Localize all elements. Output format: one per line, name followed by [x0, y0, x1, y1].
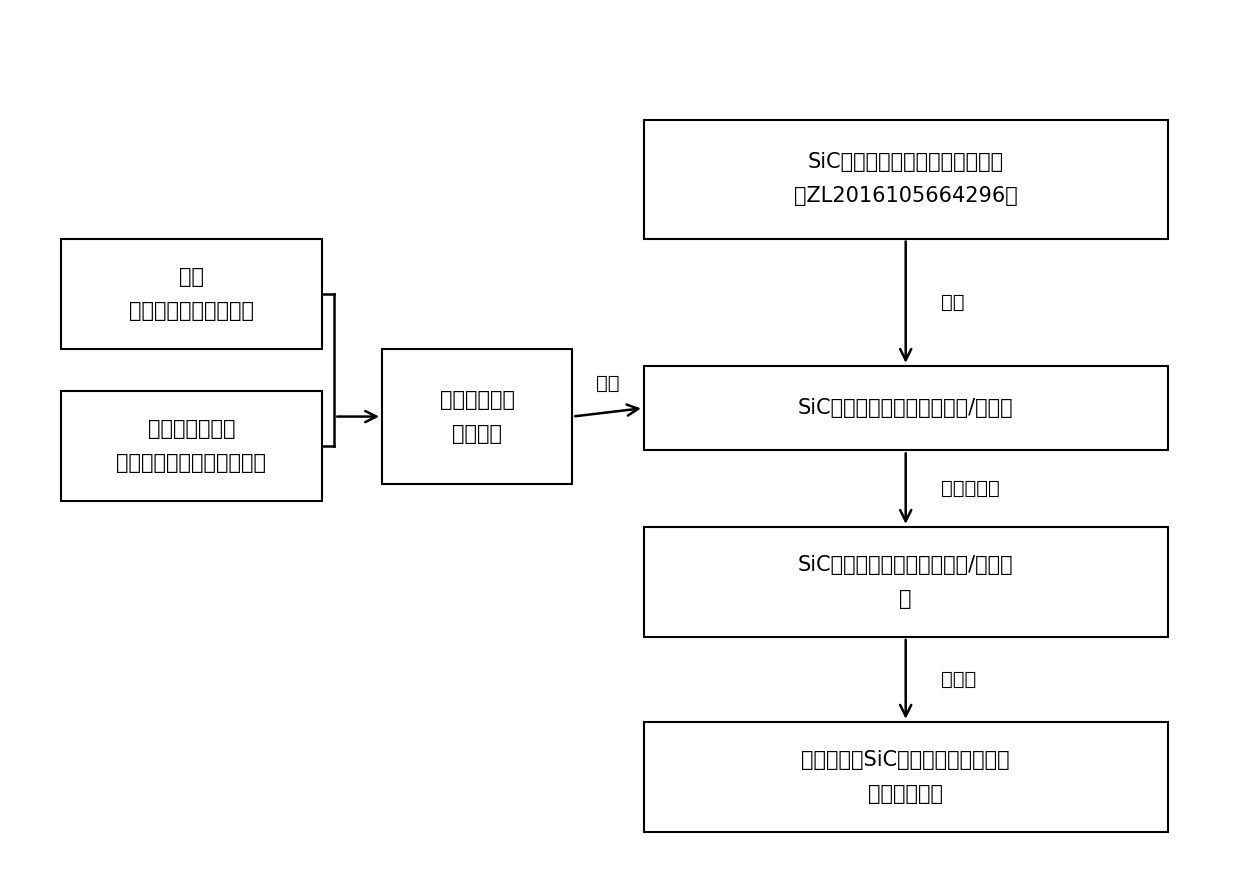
Text: 配置预定量的: 配置预定量的	[440, 390, 515, 409]
FancyBboxPatch shape	[644, 120, 1168, 239]
Text: 糖类: 糖类	[179, 267, 203, 286]
FancyBboxPatch shape	[644, 526, 1168, 637]
Text: 糖类可溶性液体: 糖类可溶性液体	[148, 419, 236, 439]
FancyBboxPatch shape	[61, 239, 322, 349]
Text: 分散: 分散	[596, 374, 620, 392]
FancyBboxPatch shape	[382, 349, 573, 484]
Text: 热处理: 热处理	[941, 670, 977, 689]
Text: SiC纳米线连续三维网络结构/糖的泡: SiC纳米线连续三维网络结构/糖的泡	[797, 555, 1013, 574]
Text: 碳源溶液: 碳源溶液	[453, 424, 502, 443]
Text: （单糖、二糖或多糖）: （单糖、二糖或多糖）	[129, 301, 254, 320]
FancyBboxPatch shape	[61, 391, 322, 501]
Text: 剪裁、叠块: 剪裁、叠块	[941, 479, 1001, 498]
Text: SiC纳米线连续三维网络结构/糖的纸: SiC纳米线连续三维网络结构/糖的纸	[797, 398, 1013, 418]
FancyBboxPatch shape	[644, 366, 1168, 450]
FancyBboxPatch shape	[644, 722, 1168, 831]
Text: （蒸馏水、二甲基甲酰胺）: （蒸馏水、二甲基甲酰胺）	[117, 453, 267, 473]
Text: （ZL2016105664296）: （ZL2016105664296）	[794, 186, 1018, 206]
Text: 干燥: 干燥	[941, 293, 965, 311]
Text: 沫: 沫	[899, 589, 911, 608]
Text: 结构吸波泡沫: 结构吸波泡沫	[868, 784, 944, 804]
Text: 非晶碳修饰SiC纳米线连续三维网络: 非晶碳修饰SiC纳米线连续三维网络	[801, 750, 1011, 770]
Text: SiC纳米线连续三维网络自组装纸: SiC纳米线连续三维网络自组装纸	[807, 153, 1003, 172]
